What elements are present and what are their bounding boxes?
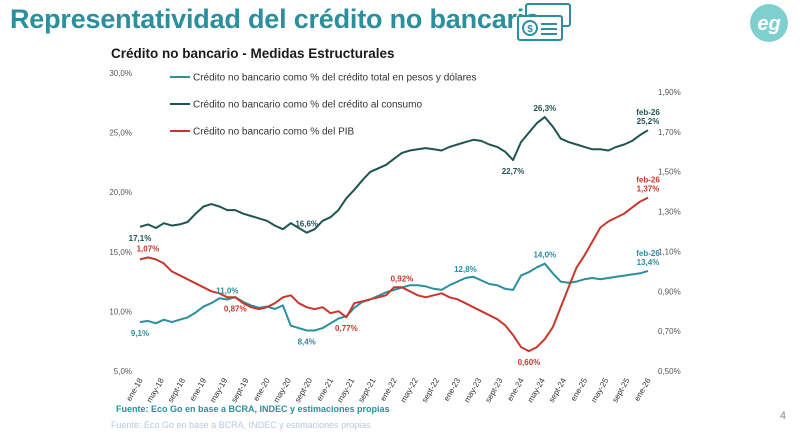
data-label: feb-26: [636, 249, 660, 258]
source-ghost-text: Fuente: Eco Go en base a BCRA, INDEC y e…: [111, 420, 371, 430]
right-axis-tick-label: 0,70%: [658, 327, 681, 336]
svg-text:$: $: [527, 24, 533, 35]
x-axis-tick-label: sept-24: [547, 376, 568, 404]
x-axis-tick-label: sept-23: [483, 376, 504, 404]
x-axis-tick-label: sept-18: [166, 376, 187, 404]
left-axis-tick-label: 25,0%: [109, 129, 132, 138]
left-axis-tick-label: 20,0%: [109, 188, 132, 197]
x-axis-tick-label: sept-20: [293, 376, 314, 404]
data-label: 9,1%: [131, 329, 149, 338]
data-label: 0,92%: [391, 274, 414, 283]
logo-text: eg: [757, 13, 780, 35]
money-bill-icon: $: [517, 3, 571, 41]
data-label: 1,07%: [137, 244, 160, 253]
data-label: 1,37%: [637, 185, 660, 194]
x-axis-tick-label: may-20: [272, 376, 293, 404]
x-axis-tick-label: ene-23: [442, 376, 463, 403]
legend-entry: Crédito no bancario como % del crédito a…: [193, 100, 422, 111]
data-label: 25,2%: [637, 117, 660, 126]
series-line-2: [139, 116, 649, 234]
x-axis-tick-label: ene-18: [124, 376, 145, 403]
data-label: 13,4%: [637, 258, 660, 267]
x-axis-tick-label: ene-22: [378, 376, 399, 403]
eg-logo: eg: [750, 4, 788, 42]
right-axis-tick-label: 1,70%: [658, 128, 681, 137]
x-axis-tick-label: sept-19: [229, 376, 250, 404]
x-axis-tick-label: may-18: [145, 376, 166, 404]
x-axis-tick-label: ene-19: [188, 376, 209, 403]
x-axis-tick-label: ene-24: [505, 376, 526, 403]
page-number: 4: [779, 410, 786, 422]
data-label: 26,3%: [533, 104, 556, 113]
slide-title: Representatividad del crédito no bancari…: [10, 4, 541, 34]
left-axis-tick-label: 5,0%: [114, 367, 132, 376]
left-axis-tick-label: 15,0%: [109, 248, 132, 257]
x-axis-tick-label: ene-26: [632, 376, 653, 403]
right-axis-tick-label: 1,30%: [658, 208, 681, 217]
x-axis-tick-label: ene-25: [569, 376, 590, 403]
data-label: 22,7%: [502, 167, 525, 176]
data-label: 12,8%: [454, 265, 477, 274]
x-axis-tick-label: may-24: [526, 376, 547, 404]
chart-source: Fuente: Eco Go en base a BCRA, INDEC y e…: [116, 404, 390, 414]
x-axis-tick-label: may-19: [208, 376, 229, 404]
x-axis-tick-label: may-22: [399, 376, 420, 404]
data-label: 0,87%: [224, 304, 247, 313]
data-label: feb-26: [636, 108, 660, 117]
x-axis-tick-label: sept-21: [356, 376, 377, 404]
series-line-3: [139, 196, 649, 353]
data-label: 17,1%: [129, 234, 152, 243]
x-axis-tick-label: sept-22: [420, 376, 441, 404]
data-label: 8,4%: [298, 337, 316, 346]
legend-entry: Crédito no bancario como % del PIB: [193, 127, 355, 138]
series-line-1: [139, 262, 649, 332]
x-axis-tick-label: may-21: [335, 376, 356, 404]
x-axis-tick-label: sept-25: [610, 376, 631, 404]
x-axis-tick-label: ene-21: [315, 376, 336, 403]
right-axis-tick-label: 1,50%: [658, 168, 681, 177]
right-axis-tick-label: 0,90%: [658, 287, 681, 296]
chart-title: Crédito no bancario - Medidas Estructura…: [111, 46, 395, 61]
legend-entry: Crédito no bancario como % del crédito t…: [193, 73, 477, 84]
right-axis-tick-label: 0,50%: [658, 367, 681, 376]
x-axis-tick-label: may-25: [589, 376, 610, 404]
right-axis-tick-label: 1,10%: [658, 247, 681, 256]
data-label: 0,60%: [518, 358, 541, 367]
left-axis-tick-label: 30,0%: [109, 69, 132, 78]
data-label: 16,6%: [295, 220, 318, 229]
left-axis-tick-label: 10,0%: [109, 307, 132, 316]
right-axis-tick-label: 1,90%: [658, 88, 681, 97]
x-axis-tick-label: ene-20: [251, 376, 272, 403]
data-label: feb-26: [636, 176, 660, 185]
data-label: 11,0%: [216, 286, 238, 295]
data-label: 14,0%: [533, 251, 556, 260]
data-label: 0,77%: [335, 324, 358, 333]
x-axis-tick-label: may-23: [462, 376, 483, 404]
